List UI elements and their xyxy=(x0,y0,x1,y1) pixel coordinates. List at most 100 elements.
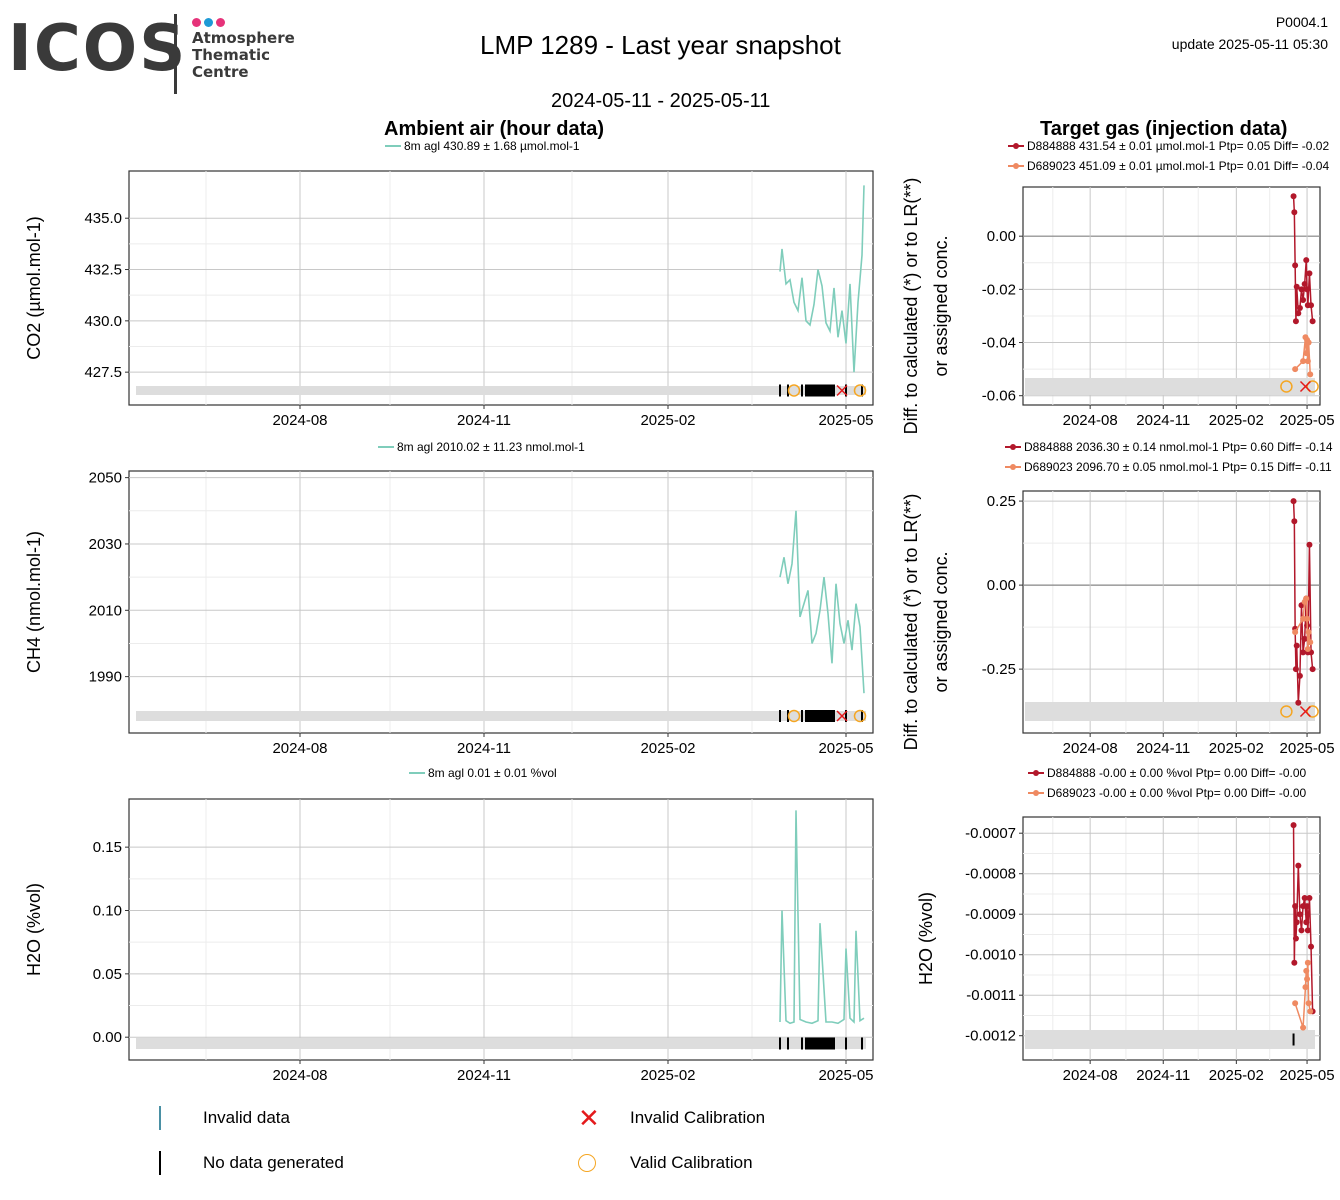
y-tick-label: 0.05 xyxy=(93,966,122,983)
data-point xyxy=(1291,209,1298,216)
no-data-icon xyxy=(159,1151,161,1175)
data-point xyxy=(1293,283,1300,290)
legend-no-data: No data generated xyxy=(203,1153,344,1172)
valid-calibration-icon xyxy=(578,1154,596,1172)
data-point xyxy=(1300,296,1307,303)
data-point xyxy=(1292,262,1299,269)
legend-label: 8m agl 430.89 ± 1.68 µmol.mol-1 xyxy=(404,139,580,153)
data-point xyxy=(1307,639,1314,646)
y-tick-label: 427.5 xyxy=(84,364,122,381)
data-point xyxy=(1302,984,1309,991)
blue-dot-icon xyxy=(204,18,213,27)
y-tick-label: -0.0009 xyxy=(965,906,1016,923)
legend-label: D689023 2096.70 ± 0.05 nmol.mol-1 Ptp= 0… xyxy=(1024,460,1332,474)
flag-band xyxy=(1025,1030,1315,1049)
series-line-8m agl xyxy=(779,510,865,694)
data-point xyxy=(1292,318,1299,325)
data-point xyxy=(1291,518,1298,525)
pink-dot-icon xyxy=(192,18,201,27)
flag-band xyxy=(1025,378,1315,395)
invalid-calibration-marker xyxy=(836,710,848,722)
logo-sub-line: Centre xyxy=(192,63,249,81)
legend-key-point xyxy=(1033,790,1039,796)
panel-h2o-ambient: 8m agl 0.01 ± 0.01 %vol H2O (%vol) xyxy=(24,766,874,1064)
data-point xyxy=(1300,1024,1307,1031)
data-point xyxy=(1293,642,1300,649)
x-tick-label: 2025-02 xyxy=(1209,1067,1264,1084)
data-point xyxy=(1305,629,1312,636)
valid-calibration-marker xyxy=(787,384,801,397)
valid-calibration-marker xyxy=(853,709,867,723)
series-line-8m agl xyxy=(779,810,865,1025)
y-axis-label: or assigned conc. xyxy=(931,551,951,692)
y-tick-label: -0.25 xyxy=(982,661,1016,678)
y-axis-label: Diff. to calculated (*) or to LR(**) xyxy=(901,178,921,435)
x-tick-label: 2024-11 xyxy=(457,412,511,429)
series-line-8m agl xyxy=(779,185,865,373)
x-tick-label: 2025-05 xyxy=(818,740,873,757)
flag-band xyxy=(136,1038,866,1049)
valid-calibration-marker xyxy=(1280,705,1293,718)
data-point xyxy=(1304,976,1311,982)
data-point xyxy=(1290,822,1297,829)
data-point xyxy=(1295,699,1302,706)
x-tick-label: 2025-05 xyxy=(1280,740,1335,757)
x-tick-label: 2025-05 xyxy=(818,1067,873,1084)
y-tick-label: 430.0 xyxy=(84,313,122,330)
y-axis-label: H2O (%vol) xyxy=(916,892,936,985)
invalid-calibration-icon: ✕ xyxy=(578,1103,600,1133)
x-tick-label: 2024-08 xyxy=(1063,412,1118,429)
data-point xyxy=(1292,366,1299,373)
data-point xyxy=(1303,967,1310,974)
data-point xyxy=(1303,919,1310,926)
y-tick-label: 432.5 xyxy=(84,262,122,279)
x-tick-label: 2024-08 xyxy=(1063,1067,1118,1084)
legend-key-point xyxy=(1013,163,1019,169)
y-tick-label: 2030 xyxy=(89,536,122,553)
data-point xyxy=(1296,911,1303,918)
y-tick-label: 0.25 xyxy=(987,493,1016,510)
y-axis-label: Diff. to calculated (*) or to LR(**) xyxy=(901,494,921,751)
logo-sub-line: Atmosphere xyxy=(192,29,295,47)
data-point xyxy=(1292,903,1299,910)
x-tick-label: 2024-11 xyxy=(1136,412,1190,429)
logo-sub-line: Thematic xyxy=(192,46,271,64)
valid-calibration-marker xyxy=(1280,380,1293,393)
data-point xyxy=(1304,927,1311,934)
series-line-D689023 xyxy=(1294,337,1311,375)
legend-key-point xyxy=(1010,464,1016,470)
valid-calibration-marker xyxy=(853,384,867,397)
data-point xyxy=(1304,615,1311,622)
x-tick-label: 2025-02 xyxy=(1209,740,1264,757)
data-point xyxy=(1293,919,1300,926)
data-point xyxy=(1307,1008,1314,1015)
logo-subtitle: Atmosphere Thematic Centre xyxy=(192,30,295,81)
legend-invalid-calibration: Invalid Calibration xyxy=(630,1108,766,1127)
data-point xyxy=(1309,666,1316,673)
flag-band xyxy=(136,711,866,721)
valid-calibration-marker xyxy=(1306,705,1319,718)
data-point xyxy=(1292,666,1299,673)
y-tick-label: -0.0010 xyxy=(965,947,1016,964)
logo-divider xyxy=(174,14,177,94)
y-tick-label: 435.0 xyxy=(84,210,122,227)
data-point xyxy=(1309,318,1316,325)
legend-valid-calibration: Valid Calibration xyxy=(630,1153,753,1172)
data-point xyxy=(1301,281,1308,288)
panel-co2-ambient: 8m agl 430.89 ± 1.68 µmol.mol-1 CO2 (µmol… xyxy=(24,139,874,409)
data-point xyxy=(1298,927,1305,934)
x-tick-label: 2025-02 xyxy=(640,412,695,429)
date-range: 2024-05-11 - 2025-05-11 xyxy=(551,90,771,112)
data-point xyxy=(1308,302,1315,309)
data-point xyxy=(1306,541,1313,548)
x-tick-label: 2024-11 xyxy=(457,1067,511,1084)
data-point xyxy=(1303,350,1310,357)
data-point xyxy=(1290,498,1297,505)
legend-label: D884888 2036.30 ± 0.14 nmol.mol-1 Ptp= 0… xyxy=(1024,440,1333,454)
y-tick-label: 0.00 xyxy=(987,228,1016,245)
page-title: LMP 1289 - Last year snapshot xyxy=(480,30,841,60)
legend-key-point xyxy=(1033,770,1039,776)
data-point xyxy=(1292,935,1299,942)
y-tick-label: -0.0008 xyxy=(965,866,1016,883)
valid-calibration-marker xyxy=(1306,380,1319,393)
